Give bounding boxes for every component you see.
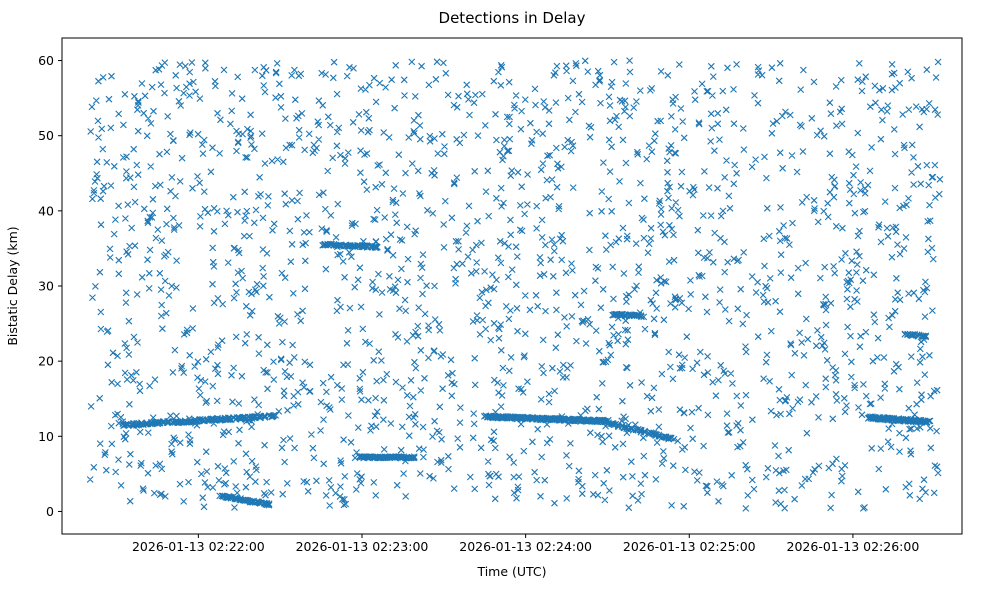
y-tick-label: 20 [38, 354, 54, 369]
track-descending-10km [604, 419, 678, 443]
track-dense-12km-right [864, 413, 934, 426]
y-tick-label: 30 [38, 279, 54, 294]
y-axis: 0 10 20 30 40 50 60 [38, 53, 62, 519]
chart-title: Detections in Delay [439, 9, 586, 27]
track-flat-35km [319, 240, 381, 251]
data-points-group [86, 57, 944, 512]
x-axis: 2026-01-13 02:22:00 2026-01-13 02:23:00 20… [132, 534, 919, 554]
y-tick-label: 50 [38, 128, 54, 143]
plot-area [62, 38, 962, 534]
noise-detections [86, 57, 944, 512]
track-flat-7km [356, 453, 418, 462]
track-flat-23km-right [901, 330, 930, 341]
x-axis-label: Time (UTC) [476, 564, 546, 579]
track-flat-26km [610, 310, 648, 321]
y-axis-label: Bistatic Delay (km) [5, 226, 20, 345]
x-tick-label: 2026-01-13 02:22:00 [132, 539, 265, 554]
track-descending-2km [216, 492, 273, 509]
x-tick-label: 2026-01-13 02:23:00 [296, 539, 429, 554]
x-tick-label: 2026-01-13 02:24:00 [459, 539, 592, 554]
y-tick-label: 10 [38, 429, 54, 444]
y-tick-label: 0 [46, 504, 54, 519]
y-tick-label: 40 [38, 203, 54, 218]
x-tick-label: 2026-01-13 02:25:00 [623, 539, 756, 554]
x-tick-label: 2026-01-13 02:26:00 [787, 539, 920, 554]
y-tick-label: 60 [38, 53, 54, 68]
track-dense-12km-center [482, 412, 612, 426]
track-rising-12km-left [119, 411, 280, 429]
